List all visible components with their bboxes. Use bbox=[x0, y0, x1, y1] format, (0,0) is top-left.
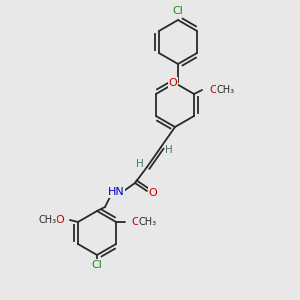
Text: CH₃: CH₃ bbox=[39, 215, 57, 225]
Text: Cl: Cl bbox=[172, 6, 183, 16]
Text: O: O bbox=[131, 217, 140, 227]
Text: H: H bbox=[165, 145, 173, 155]
Text: O: O bbox=[55, 215, 64, 225]
Text: H: H bbox=[136, 159, 144, 169]
Text: Cl: Cl bbox=[92, 260, 102, 270]
Text: CH₃: CH₃ bbox=[216, 85, 234, 95]
Text: O: O bbox=[148, 188, 158, 198]
Text: O: O bbox=[169, 78, 177, 88]
Text: O: O bbox=[209, 85, 218, 95]
Text: CH₃: CH₃ bbox=[138, 217, 156, 227]
Text: HN: HN bbox=[108, 187, 124, 197]
